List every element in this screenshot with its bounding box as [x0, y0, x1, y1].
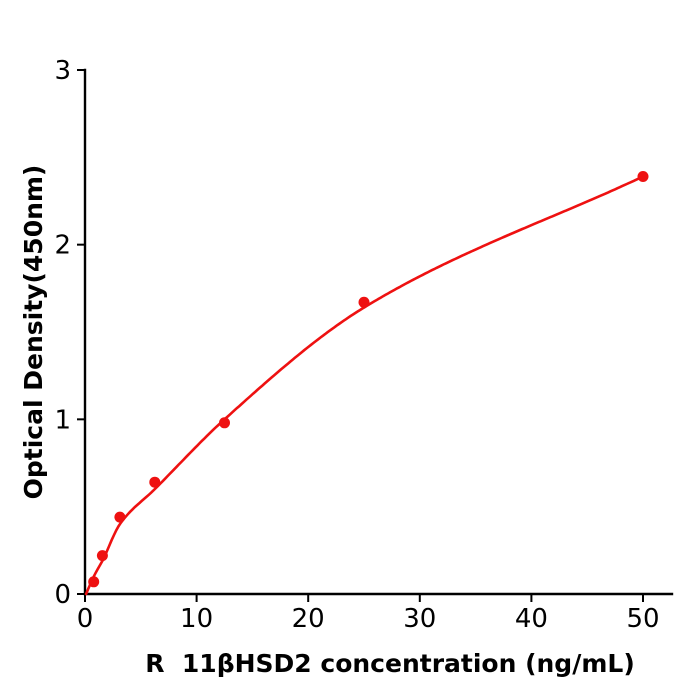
series-layer	[84, 171, 649, 596]
x-axis-tick-label: 50	[626, 604, 659, 634]
y-axis-title: Optical Density(450nm)	[19, 165, 48, 500]
data-point-marker	[114, 511, 126, 523]
x-axis-tick-label: 40	[515, 604, 548, 634]
y-axis-tick-label: 3	[54, 56, 71, 86]
x-axis-tick-label: 20	[292, 604, 325, 634]
data-point-marker	[637, 171, 649, 182]
y-axis-tick-label: 2	[54, 231, 71, 261]
data-point-marker	[149, 476, 161, 488]
data-point-marker	[219, 417, 230, 429]
y-axis-tick-label: 1	[54, 405, 71, 435]
data-point-marker	[358, 296, 370, 308]
fit-curve-line	[84, 175, 645, 596]
data-point-marker	[96, 550, 108, 562]
axes-layer: 0 10 20 30 40 50 0 1 2 3	[54, 56, 674, 634]
x-axis-tick-label: 30	[403, 604, 436, 634]
y-axis-tick-label: 0	[54, 580, 71, 610]
data-point-marker	[88, 576, 100, 588]
x-axis-tick-label: 10	[180, 604, 213, 634]
x-axis-tick-label: 0	[77, 604, 94, 634]
x-axis-title: R 11βHSD2 concentration (ng/mL)	[145, 649, 635, 678]
